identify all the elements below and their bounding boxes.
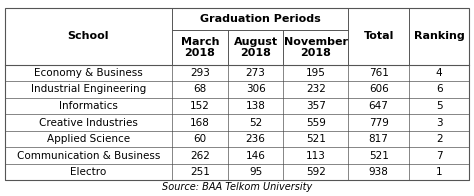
Text: Electro: Electro xyxy=(70,167,107,177)
Text: 113: 113 xyxy=(306,151,326,161)
Text: March
2018: March 2018 xyxy=(181,37,219,58)
Text: 521: 521 xyxy=(306,134,326,144)
Text: Total: Total xyxy=(364,31,394,41)
Text: 52: 52 xyxy=(249,117,262,128)
Text: 5: 5 xyxy=(436,101,442,111)
Text: 647: 647 xyxy=(369,101,389,111)
Text: 521: 521 xyxy=(369,151,389,161)
Text: 779: 779 xyxy=(369,117,389,128)
Text: School: School xyxy=(68,31,109,41)
Text: Economy & Business: Economy & Business xyxy=(34,68,143,78)
Text: 273: 273 xyxy=(246,68,265,78)
Text: Ranking: Ranking xyxy=(414,31,465,41)
Text: Communication & Business: Communication & Business xyxy=(17,151,160,161)
Text: 262: 262 xyxy=(190,151,210,161)
Text: 6: 6 xyxy=(436,84,442,94)
Text: 60: 60 xyxy=(193,134,206,144)
Text: 1: 1 xyxy=(436,167,442,177)
Text: November
2018: November 2018 xyxy=(284,37,348,58)
Text: 95: 95 xyxy=(249,167,262,177)
Text: 293: 293 xyxy=(190,68,210,78)
Text: 938: 938 xyxy=(369,167,389,177)
Text: Informatics: Informatics xyxy=(59,101,118,111)
Text: 592: 592 xyxy=(306,167,326,177)
Text: Graduation Periods: Graduation Periods xyxy=(200,14,320,24)
Text: 357: 357 xyxy=(306,101,326,111)
Text: Industrial Engineering: Industrial Engineering xyxy=(31,84,146,94)
Text: 68: 68 xyxy=(193,84,207,94)
Text: 817: 817 xyxy=(369,134,389,144)
Text: 232: 232 xyxy=(306,84,326,94)
Text: 761: 761 xyxy=(369,68,389,78)
Text: 2: 2 xyxy=(436,134,442,144)
Text: Applied Science: Applied Science xyxy=(47,134,130,144)
Text: August
2018: August 2018 xyxy=(234,37,278,58)
Text: Creative Industries: Creative Industries xyxy=(39,117,138,128)
Text: 3: 3 xyxy=(436,117,442,128)
Bar xyxy=(5,8,469,180)
Text: 251: 251 xyxy=(190,167,210,177)
Text: 138: 138 xyxy=(246,101,265,111)
Text: 152: 152 xyxy=(190,101,210,111)
Text: 306: 306 xyxy=(246,84,265,94)
Text: 4: 4 xyxy=(436,68,442,78)
Text: 195: 195 xyxy=(306,68,326,78)
Text: 236: 236 xyxy=(246,134,265,144)
Text: 168: 168 xyxy=(190,117,210,128)
Text: 559: 559 xyxy=(306,117,326,128)
Text: Source: BAA Telkom University: Source: BAA Telkom University xyxy=(162,182,312,192)
Text: 146: 146 xyxy=(246,151,265,161)
Text: 606: 606 xyxy=(369,84,389,94)
Text: 7: 7 xyxy=(436,151,442,161)
